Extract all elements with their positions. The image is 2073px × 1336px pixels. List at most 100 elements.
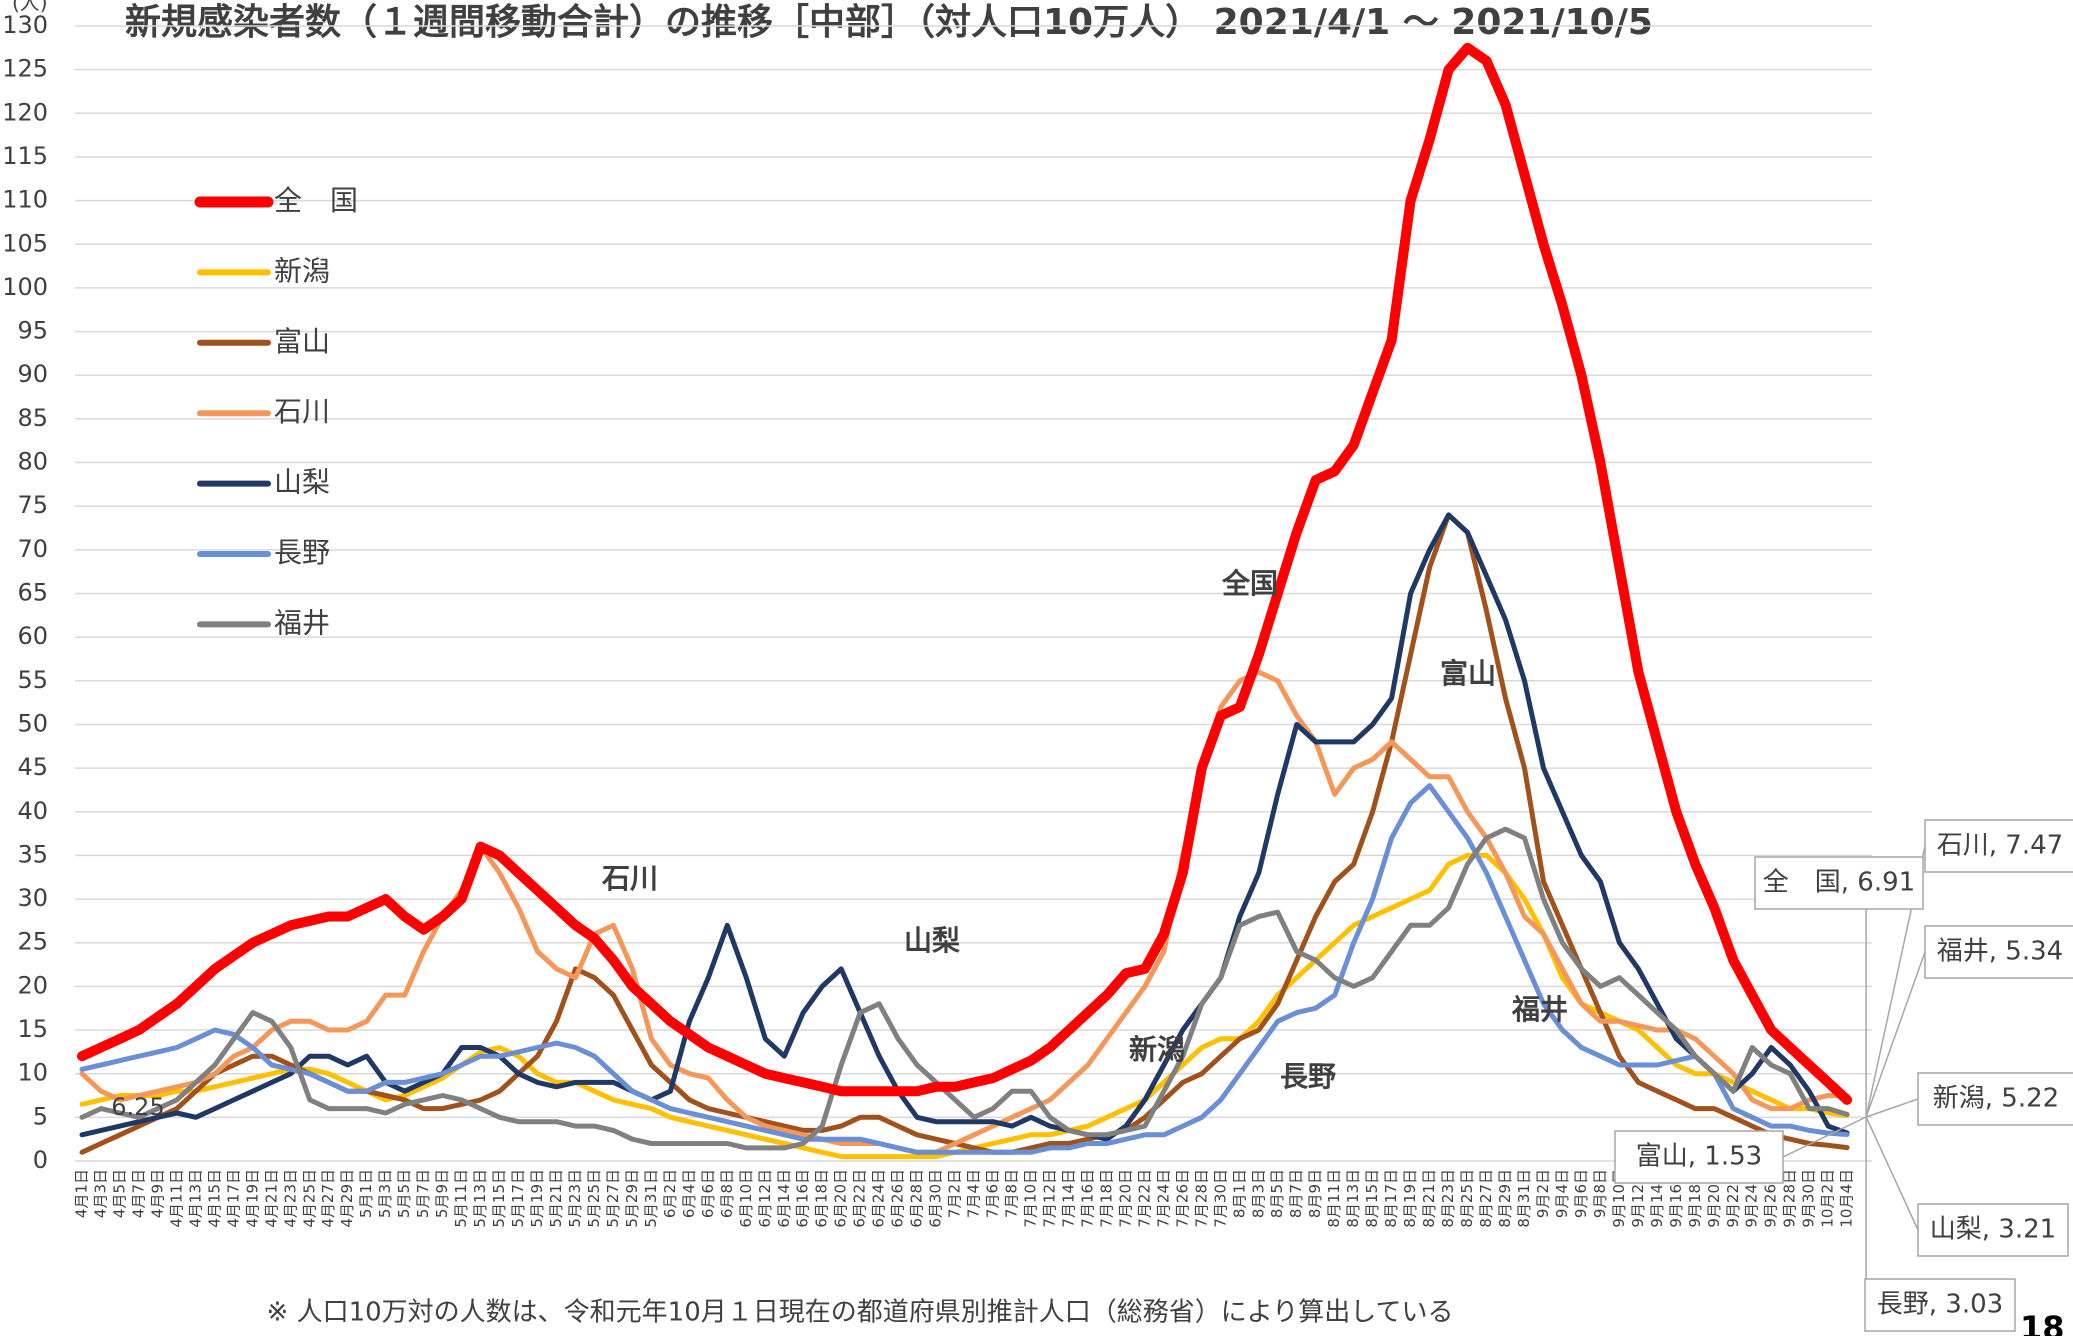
x-tick-label: 8月7日 bbox=[1287, 1169, 1305, 1218]
legend-label: 新潟 bbox=[274, 254, 330, 287]
x-tick-label: 7月2日 bbox=[946, 1169, 964, 1218]
x-tick-label: 4月7日 bbox=[129, 1169, 147, 1218]
callout-label: 石川, 7.47 bbox=[1937, 831, 2063, 861]
x-tick-label: 5月21日 bbox=[547, 1169, 565, 1228]
x-tick-label: 4月3日 bbox=[91, 1169, 109, 1218]
x-tick-label: 5月15日 bbox=[490, 1169, 508, 1228]
x-tick-label: 8月11日 bbox=[1325, 1169, 1343, 1228]
x-tick-label: 5月17日 bbox=[509, 1169, 527, 1228]
x-tick-label: 4月21日 bbox=[262, 1169, 280, 1228]
x-tick-label: 8月27日 bbox=[1477, 1169, 1495, 1228]
x-tick-label: 8月21日 bbox=[1420, 1169, 1438, 1228]
x-tick-label: 7月10日 bbox=[1022, 1169, 1040, 1228]
legend-label: 富山 bbox=[274, 325, 330, 358]
x-tick-label: 6月16日 bbox=[794, 1169, 812, 1228]
callout-label: 全 国, 6.91 bbox=[1763, 868, 1915, 898]
x-tick-label: 8月3日 bbox=[1249, 1169, 1267, 1218]
x-tick-label: 5月25日 bbox=[585, 1169, 603, 1228]
annotation: 全国 bbox=[1221, 567, 1278, 600]
footnote: ※ 人口10万対の人数は、令和元年10月１日現在の都道府県別推計人口（総務省）に… bbox=[267, 1298, 1454, 1328]
callout-label: 長野, 3.03 bbox=[1877, 1290, 2003, 1320]
x-tick-label: 8月17日 bbox=[1382, 1169, 1400, 1228]
x-tick-label: 8月29日 bbox=[1496, 1169, 1514, 1228]
x-tick-label: 5月5日 bbox=[395, 1169, 413, 1218]
y-tick-label: 40 bbox=[17, 797, 48, 825]
x-tick-label: 9月4日 bbox=[1553, 1169, 1571, 1218]
x-tick-label: 8月1日 bbox=[1230, 1169, 1248, 1218]
legend-label: 山梨 bbox=[274, 466, 330, 499]
x-tick-label: 5月23日 bbox=[566, 1169, 584, 1228]
y-tick-label: 130 bbox=[2, 11, 48, 39]
x-tick-label: 6月4日 bbox=[680, 1169, 698, 1218]
x-tick-label: 6月6日 bbox=[699, 1169, 717, 1218]
x-tick-label: 5月29日 bbox=[623, 1169, 641, 1228]
callout-box bbox=[1917, 1203, 2069, 1257]
callout-box bbox=[1754, 856, 1924, 910]
series-line bbox=[79, 826, 1850, 1151]
x-tick-label: 4月11日 bbox=[167, 1169, 185, 1228]
x-tick-label: 7月18日 bbox=[1097, 1169, 1115, 1228]
x-tick-label: 9月28日 bbox=[1781, 1169, 1799, 1228]
y-tick-label: 90 bbox=[17, 360, 48, 388]
x-tick-label: 4月19日 bbox=[243, 1169, 261, 1228]
y-tick-label: 10 bbox=[17, 1059, 48, 1087]
x-tick-label: 8月23日 bbox=[1439, 1169, 1457, 1228]
x-tick-label: 4月23日 bbox=[281, 1169, 299, 1228]
leader-line bbox=[1865, 1098, 1919, 1118]
callout-box bbox=[1924, 819, 2073, 873]
x-tick-label: 5月1日 bbox=[357, 1169, 375, 1218]
y-tick-label: 0 bbox=[33, 1146, 48, 1174]
x-tick-label: 8月5日 bbox=[1268, 1169, 1286, 1218]
x-tick-label: 9月2日 bbox=[1534, 1169, 1552, 1218]
annotation: 長野 bbox=[1280, 1060, 1336, 1093]
x-tick-label: 5月3日 bbox=[376, 1169, 394, 1218]
x-tick-label: 7月24日 bbox=[1154, 1169, 1172, 1228]
x-tick-label: 9月6日 bbox=[1572, 1169, 1590, 1218]
x-tick-label: 7月26日 bbox=[1173, 1169, 1191, 1228]
x-tick-label: 4月13日 bbox=[186, 1169, 204, 1228]
y-tick-label: 100 bbox=[2, 273, 48, 301]
x-tick-label: 7月12日 bbox=[1040, 1169, 1058, 1228]
annotation: 富山 bbox=[1440, 657, 1496, 690]
x-tick-label: 8月15日 bbox=[1363, 1169, 1381, 1228]
x-tick-label: 7月22日 bbox=[1135, 1169, 1153, 1228]
y-tick-label: 85 bbox=[17, 404, 48, 432]
x-tick-label: 5月31日 bbox=[642, 1169, 660, 1228]
x-tick-label: 8月13日 bbox=[1344, 1169, 1362, 1228]
x-tick-label: 5月9日 bbox=[433, 1169, 451, 1218]
x-tick-label: 8月9日 bbox=[1306, 1169, 1324, 1218]
x-tick-label: 4月5日 bbox=[110, 1169, 128, 1218]
y-tick-label: 20 bbox=[17, 971, 48, 999]
callout-box bbox=[1924, 925, 2073, 979]
legend-label: 長野 bbox=[274, 536, 330, 569]
y-tick-label: 125 bbox=[2, 55, 48, 83]
legend-label: 全 国 bbox=[274, 184, 358, 217]
x-tick-label: 6月24日 bbox=[870, 1169, 888, 1228]
x-tick-label: 7月6日 bbox=[984, 1169, 1002, 1218]
y-tick-label: 115 bbox=[2, 142, 48, 170]
annotation: 福井 bbox=[1511, 993, 1568, 1026]
y-tick-label: 110 bbox=[2, 186, 48, 214]
series-line bbox=[79, 512, 1850, 1155]
x-tick-label: 5月27日 bbox=[604, 1169, 622, 1228]
x-tick-label: 5月7日 bbox=[414, 1169, 432, 1218]
callout-label: 新潟, 5.22 bbox=[1933, 1084, 2059, 1114]
x-tick-label: 6月30日 bbox=[927, 1169, 945, 1228]
x-tick-label: 10月2日 bbox=[1819, 1169, 1837, 1228]
y-tick-label: 55 bbox=[17, 666, 48, 694]
x-tick-label: 4月15日 bbox=[205, 1169, 223, 1228]
callout-box bbox=[1614, 1130, 1784, 1184]
x-tick-label: 4月9日 bbox=[148, 1169, 166, 1218]
x-tick-label: 7月14日 bbox=[1059, 1169, 1077, 1228]
y-tick-label: 5 bbox=[33, 1102, 48, 1130]
y-tick-label: 95 bbox=[17, 317, 48, 345]
x-tick-label: 9月30日 bbox=[1800, 1169, 1818, 1228]
annotation: 山梨 bbox=[904, 924, 960, 957]
x-tick-label: 7月28日 bbox=[1192, 1169, 1210, 1228]
x-tick-label: 4月25日 bbox=[300, 1169, 318, 1228]
y-tick-label: 75 bbox=[17, 491, 48, 519]
y-tick-label: 15 bbox=[17, 1015, 48, 1043]
page-number: 18 bbox=[2020, 1309, 2065, 1336]
callout-box bbox=[1864, 1278, 2016, 1332]
y-tick-label: 60 bbox=[17, 622, 48, 650]
